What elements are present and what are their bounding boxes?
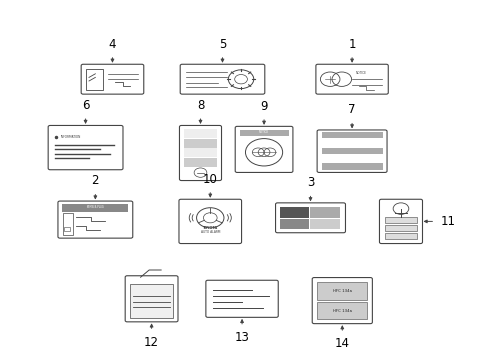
Bar [321,156,382,162]
Text: NOTICE: NOTICE [259,130,268,134]
FancyBboxPatch shape [179,199,241,243]
FancyBboxPatch shape [316,130,386,172]
FancyBboxPatch shape [315,64,387,94]
Bar [309,219,339,229]
Bar [183,158,217,166]
Bar [279,207,308,218]
FancyBboxPatch shape [311,278,372,324]
Bar [321,148,382,154]
Text: 10: 10 [203,172,217,186]
FancyBboxPatch shape [205,280,278,318]
Bar [316,302,367,319]
Bar [321,140,382,146]
Bar [85,68,103,90]
Bar [321,163,382,170]
Text: 12: 12 [144,336,159,348]
Text: 14: 14 [334,337,349,350]
Text: 3: 3 [306,176,314,189]
Bar [64,227,70,231]
FancyBboxPatch shape [125,276,178,322]
Text: INFORMATION: INFORMATION [61,135,81,139]
Text: 7: 7 [347,103,355,116]
FancyBboxPatch shape [275,203,345,233]
Bar [385,217,416,223]
FancyBboxPatch shape [58,201,133,238]
Bar [130,284,173,318]
Bar [385,225,416,231]
Bar [183,130,217,138]
Text: HFC 134a: HFC 134a [332,309,351,313]
Bar [239,130,288,136]
Bar [321,132,382,138]
FancyBboxPatch shape [179,126,221,181]
Text: AUTO ALARM: AUTO ALARM [200,230,220,234]
Bar [385,233,416,239]
Text: 13: 13 [234,331,249,344]
Text: 5: 5 [218,37,226,50]
Text: 1: 1 [347,37,355,50]
Bar [279,219,308,229]
Text: HFC 134a: HFC 134a [332,289,351,293]
FancyBboxPatch shape [81,64,143,94]
Text: 8: 8 [196,99,204,112]
Text: NOTICE: NOTICE [355,71,366,75]
Bar [183,139,217,148]
FancyBboxPatch shape [379,199,422,243]
FancyBboxPatch shape [48,126,123,170]
Bar [316,282,367,300]
FancyBboxPatch shape [180,64,264,94]
Bar [62,204,128,211]
FancyBboxPatch shape [235,126,292,172]
Bar [183,148,217,157]
Text: 4: 4 [108,37,116,50]
Text: 6: 6 [81,99,89,112]
Bar [62,213,72,235]
Text: TOYOTA: TOYOTA [202,226,218,230]
Text: 9: 9 [260,100,267,113]
Bar [309,207,339,218]
Text: CAUTION: CAUTION [194,129,206,133]
Text: 2: 2 [91,174,99,187]
Text: BCM3LB-PLUG: BCM3LB-PLUG [86,205,104,209]
Text: 11: 11 [440,215,455,228]
